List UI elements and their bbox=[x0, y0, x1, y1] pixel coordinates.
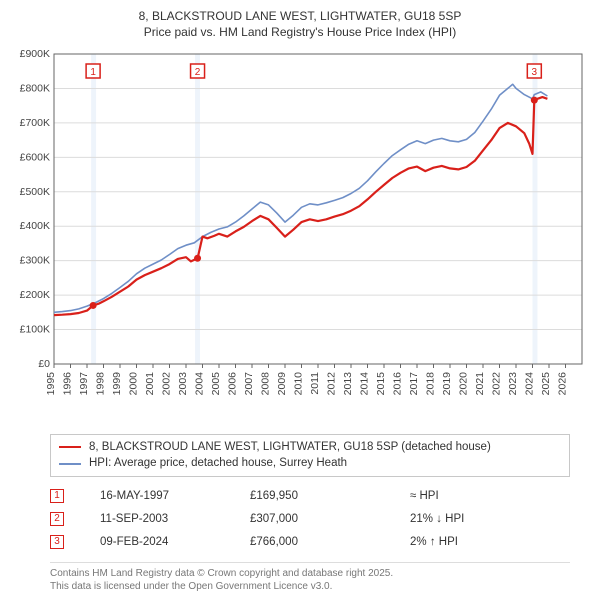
ytick-label: £600K bbox=[20, 152, 50, 164]
transaction-date: 11-SEP-2003 bbox=[100, 513, 250, 525]
xtick-label: 2016 bbox=[392, 372, 404, 396]
legend-swatch bbox=[59, 463, 81, 465]
marker-number: 1 bbox=[90, 67, 96, 78]
xtick-label: 2015 bbox=[375, 372, 387, 396]
xtick-label: 1996 bbox=[62, 372, 74, 396]
xtick-label: 2022 bbox=[491, 372, 503, 396]
highlight-band bbox=[91, 54, 96, 364]
ytick-label: £300K bbox=[20, 255, 50, 267]
xtick-label: 2025 bbox=[540, 372, 552, 396]
ytick-label: £400K bbox=[20, 221, 50, 233]
xtick-label: 2007 bbox=[243, 372, 255, 396]
xtick-label: 2008 bbox=[260, 372, 272, 396]
xtick-label: 2018 bbox=[425, 372, 437, 396]
xtick-label: 2020 bbox=[458, 372, 470, 396]
title-line-2: Price paid vs. HM Land Registry's House … bbox=[10, 24, 590, 40]
xtick-label: 2012 bbox=[326, 372, 338, 396]
attribution: Contains HM Land Registry data © Crown c… bbox=[50, 562, 570, 594]
ytick-label: £0 bbox=[38, 358, 50, 370]
ytick-label: £500K bbox=[20, 186, 50, 198]
legend-row: 8, BLACKSTROUD LANE WEST, LIGHTWATER, GU… bbox=[59, 439, 561, 455]
title-line-1: 8, BLACKSTROUD LANE WEST, LIGHTWATER, GU… bbox=[10, 8, 590, 24]
transaction-marker: 3 bbox=[50, 535, 64, 549]
xtick-label: 2002 bbox=[161, 372, 173, 396]
transaction-row: 3 09-FEB-2024£766,0002% ↑ HPI bbox=[50, 533, 570, 556]
chart-svg: £0 £100K £200K £300K £400K £500K £600K £700K £80… bbox=[10, 48, 590, 428]
xtick-label: 2005 bbox=[210, 372, 222, 396]
ytick-label: £900K bbox=[20, 48, 50, 60]
legend-label: HPI: Average price, detached house, Surr… bbox=[89, 455, 347, 471]
xtick-label: 2009 bbox=[276, 372, 288, 396]
xtick-label: 1995 bbox=[45, 372, 57, 396]
xtick-label: 2017 bbox=[408, 372, 420, 396]
xtick-label: 2010 bbox=[293, 372, 305, 396]
xtick-label: 2026 bbox=[557, 372, 569, 396]
xtick-label: 2003 bbox=[177, 372, 189, 396]
xtick-label: 2004 bbox=[194, 372, 206, 396]
xtick-label: 1998 bbox=[95, 372, 107, 396]
title-block: 8, BLACKSTROUD LANE WEST, LIGHTWATER, GU… bbox=[10, 8, 590, 40]
attribution-line-2: This data is licensed under the Open Gov… bbox=[50, 580, 570, 594]
marker-number: 2 bbox=[195, 67, 201, 78]
marker-dot bbox=[194, 255, 201, 262]
transaction-price: £766,000 bbox=[250, 536, 410, 548]
transaction-price: £307,000 bbox=[250, 513, 410, 525]
xtick-label: 2006 bbox=[227, 372, 239, 396]
attribution-line-1: Contains HM Land Registry data © Crown c… bbox=[50, 567, 570, 581]
transaction-marker: 2 bbox=[50, 512, 64, 526]
marker-dot bbox=[90, 302, 97, 309]
ytick-label: £200K bbox=[20, 289, 50, 301]
chart: £0 £100K £200K £300K £400K £500K £600K £700K £80… bbox=[10, 48, 590, 428]
xtick-label: 2001 bbox=[144, 372, 156, 396]
xtick-label: 2019 bbox=[441, 372, 453, 396]
ytick-label: £100K bbox=[20, 324, 50, 336]
xtick-label: 1999 bbox=[111, 372, 123, 396]
transaction-delta: ≈ HPI bbox=[410, 490, 570, 502]
ytick-label: £700K bbox=[20, 117, 50, 129]
transaction-marker: 1 bbox=[50, 489, 64, 503]
transaction-price: £169,950 bbox=[250, 490, 410, 502]
legend: 8, BLACKSTROUD LANE WEST, LIGHTWATER, GU… bbox=[50, 434, 570, 476]
chart-container: 8, BLACKSTROUD LANE WEST, LIGHTWATER, GU… bbox=[0, 0, 600, 600]
plot-area bbox=[54, 54, 582, 364]
legend-swatch bbox=[59, 446, 81, 448]
xtick-label: 1997 bbox=[78, 372, 90, 396]
transaction-delta: 21% ↓ HPI bbox=[410, 513, 570, 525]
legend-row: HPI: Average price, detached house, Surr… bbox=[59, 455, 561, 471]
ytick-label: £800K bbox=[20, 83, 50, 95]
transaction-date: 09-FEB-2024 bbox=[100, 536, 250, 548]
marker-dot bbox=[531, 97, 538, 104]
highlight-band bbox=[195, 54, 200, 364]
transaction-row: 1 16-MAY-1997£169,950≈ HPI bbox=[50, 487, 570, 510]
xtick-label: 2023 bbox=[507, 372, 519, 396]
marker-number: 3 bbox=[532, 67, 538, 78]
xtick-label: 2014 bbox=[359, 372, 371, 396]
xtick-label: 2011 bbox=[309, 372, 321, 395]
xtick-label: 2021 bbox=[474, 372, 486, 396]
xtick-label: 2013 bbox=[342, 372, 354, 396]
legend-label: 8, BLACKSTROUD LANE WEST, LIGHTWATER, GU… bbox=[89, 439, 491, 455]
transaction-row: 2 11-SEP-2003£307,00021% ↓ HPI bbox=[50, 510, 570, 533]
xtick-label: 2024 bbox=[524, 372, 536, 396]
transactions-table: 1 16-MAY-1997£169,950≈ HPI 2 11-SEP-2003£30… bbox=[50, 487, 570, 556]
transaction-delta: 2% ↑ HPI bbox=[410, 536, 570, 548]
transaction-date: 16-MAY-1997 bbox=[100, 490, 250, 502]
xtick-label: 2000 bbox=[128, 372, 140, 396]
